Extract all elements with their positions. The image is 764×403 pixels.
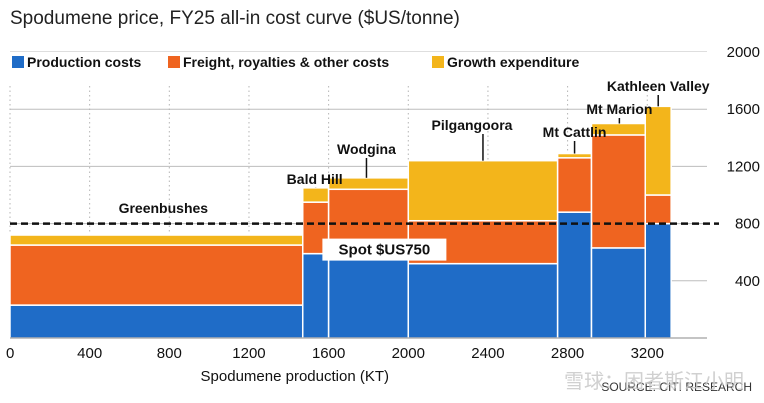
spot-price-label-bg xyxy=(322,238,447,261)
y-tick-label: 1600 xyxy=(727,101,760,118)
bar-label: Mt Marion xyxy=(586,101,652,117)
bar-segment xyxy=(556,157,593,213)
watermark: 雪球：困者斯江小明 xyxy=(564,369,744,393)
legend-bg xyxy=(10,52,707,74)
chart-title: Spodumene price, FY25 all-in cost curve … xyxy=(10,8,460,29)
bar-segment xyxy=(301,187,330,203)
bar-label: Mt Cattlin xyxy=(543,124,607,140)
bar-label: Pilgangoora xyxy=(432,117,513,133)
x-tick-label: 1600 xyxy=(312,345,345,362)
bar-segment xyxy=(407,159,559,222)
bar-label: Greenbushes xyxy=(119,200,209,216)
bar-segment xyxy=(556,211,593,339)
legend-label: Growth expenditure xyxy=(447,54,579,70)
spot-price-label: Spot $US750 xyxy=(339,242,431,259)
bar-segment xyxy=(644,105,672,196)
x-tick-label: 2800 xyxy=(551,345,584,362)
x-tick-label: 3200 xyxy=(631,345,664,362)
bar-label: Wodgina xyxy=(337,141,396,157)
x-tick-label: 800 xyxy=(157,345,182,362)
legend-label: Production costs xyxy=(27,54,142,70)
source-credit: SOURCE: CITI RESEARCH xyxy=(601,380,752,394)
x-tick-label: 1200 xyxy=(232,345,265,362)
bar-segment xyxy=(9,244,304,306)
legend-label: Freight, royalties & other costs xyxy=(183,54,389,70)
legend-swatch xyxy=(12,56,24,68)
y-tick-label: 400 xyxy=(735,273,760,290)
legend-swatch xyxy=(432,56,444,68)
x-tick-label: 0 xyxy=(6,345,14,362)
bar-segment xyxy=(590,247,647,339)
bar-segment xyxy=(327,251,410,339)
x-tick-label: 2000 xyxy=(392,345,425,362)
bar-segment xyxy=(644,194,672,225)
bar-segment xyxy=(9,304,304,339)
bar-segment xyxy=(556,152,593,159)
bar-segment xyxy=(9,234,304,246)
bar-label: Bald Hill xyxy=(287,171,343,187)
bar-segment xyxy=(407,262,559,339)
x-axis-title: Spodumene production (KT) xyxy=(201,368,389,385)
bar-segment xyxy=(644,222,672,339)
y-tick-label: 1200 xyxy=(727,158,760,175)
y-tick-label: 2000 xyxy=(727,44,760,61)
bar-segment xyxy=(590,134,647,249)
legend-swatch xyxy=(168,56,180,68)
bar-segment xyxy=(301,252,330,339)
x-tick-label: 2400 xyxy=(471,345,504,362)
bar-label: Kathleen Valley xyxy=(607,78,710,94)
y-tick-label: 800 xyxy=(735,216,760,233)
x-tick-label: 400 xyxy=(77,345,102,362)
